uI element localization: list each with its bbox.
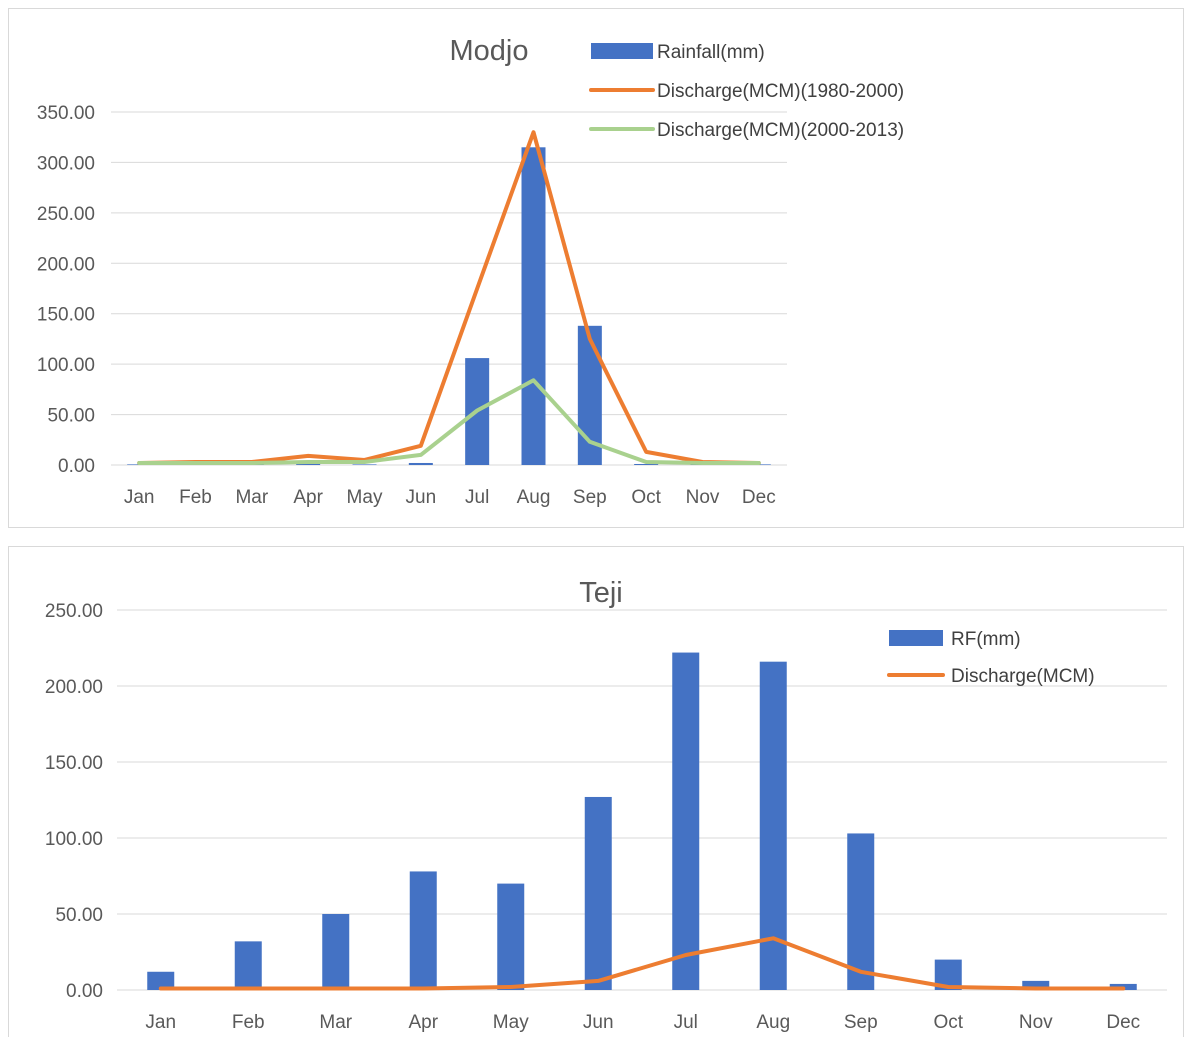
modjo-line-discharge-mcm-1980-2000 (137, 130, 761, 465)
modjo-bar-jun (408, 462, 433, 465)
teji-y-tick-label: 200.00 (45, 677, 103, 698)
teji-x-tick-label-oct: Oct (933, 1012, 963, 1033)
modjo-y-tick-label: 0.00 (58, 456, 95, 477)
teji-x-tick-label-may: May (493, 1012, 529, 1033)
modjo-legend-label-discharge-mcm-1980-2000: Discharge(MCM)(1980-2000) (657, 81, 904, 102)
modjo-x-tick-label-feb: Feb (179, 487, 212, 508)
modjo-bar-oct (634, 463, 659, 465)
teji-bar-nov (1022, 980, 1050, 990)
modjo-x-tick-label-may: May (347, 487, 383, 508)
modjo-x-tick-label-jul: Jul (465, 487, 489, 508)
teji-bar-aug (759, 661, 787, 990)
modjo-y-tick-label: 300.00 (37, 153, 95, 174)
modjo-x-tick-label-sep: Sep (573, 487, 607, 508)
modjo-y-tick-label: 50.00 (47, 406, 95, 427)
teji-x-tick-label-nov: Nov (1019, 1012, 1053, 1033)
modjo-x-tick-label-jan: Jan (124, 487, 155, 508)
teji-line-discharge-mcm (158, 936, 1126, 991)
teji-legend-swatch-rf-mm (889, 630, 943, 646)
teji-x-tick-label-apr: Apr (408, 1012, 438, 1033)
modjo-x-tick-label-mar: Mar (235, 487, 268, 508)
modjo-legend-label-discharge-mcm-2000-2013: Discharge(MCM)(2000-2013) (657, 120, 904, 141)
teji-x-tick-label-feb: Feb (232, 1012, 265, 1033)
modjo-y-tick-label: 150.00 (37, 305, 95, 326)
modjo-legend-swatch-rainfall-mm (591, 43, 653, 59)
teji-legend-label-rf-mm: RF(mm) (951, 629, 1021, 650)
teji-x-tick-label-mar: Mar (319, 1012, 352, 1033)
teji-x-tick-label-sep: Sep (844, 1012, 878, 1033)
teji-bar-jun (584, 796, 612, 990)
teji-chart-title: Teji (579, 577, 623, 609)
modjo-x-tick-label-apr: Apr (293, 487, 323, 508)
teji-bar-apr (409, 871, 437, 990)
teji-chart-panel: 0.00 50.00 100.00 150.00 200.00 250.00 Jan Feb M… (8, 546, 1184, 1037)
modjo-bar-aug (521, 147, 546, 466)
modjo-x-tick-label-dec: Dec (742, 487, 776, 508)
teji-x-tick-label-jul: Jul (674, 1012, 698, 1033)
teji-y-tick-label: 0.00 (66, 981, 103, 1002)
teji-bar-mar (322, 914, 350, 990)
teji-y-tick-label: 50.00 (55, 905, 103, 926)
teji-y-tick-label: 150.00 (45, 753, 103, 774)
teji-bar-jul (672, 652, 700, 990)
modjo-line-discharge-mcm-2000-2013 (137, 378, 761, 465)
teji-y-tick-label: 100.00 (45, 829, 103, 850)
teji-bar-feb (234, 941, 262, 990)
teji-bar-jan (147, 971, 175, 990)
teji-y-tick-label: 250.00 (45, 601, 103, 622)
teji-x-tick-label-jan: Jan (145, 1012, 176, 1033)
teji-bar-sep (847, 833, 875, 990)
modjo-chart: 0.00 50.00 100.00 150.00 200.00 250.00 300.00 3… (37, 35, 904, 508)
modjo-x-tick-label-aug: Aug (517, 487, 551, 508)
teji-x-tick-label-dec: Dec (1106, 1012, 1140, 1033)
teji-x-tick-label-aug: Aug (756, 1012, 790, 1033)
teji-legend-label-discharge-mcm: Discharge(MCM) (951, 666, 1095, 687)
modjo-x-tick-label-oct: Oct (631, 487, 661, 508)
modjo-y-tick-label: 250.00 (37, 204, 95, 225)
modjo-x-tick-label-nov: Nov (686, 487, 720, 508)
modjo-chart-panel: 0.00 50.00 100.00 150.00 200.00 250.00 300.00 3… (8, 8, 1184, 528)
modjo-bar-may (352, 464, 377, 465)
teji-x-tick-label-jun: Jun (583, 1012, 614, 1033)
modjo-legend-label-rainfall-mm: Rainfall(mm) (657, 42, 765, 63)
modjo-bar-apr (296, 463, 321, 465)
modjo-y-tick-label: 100.00 (37, 355, 95, 376)
modjo-chart-title: Modjo (450, 35, 529, 67)
modjo-y-tick-label: 200.00 (37, 254, 95, 275)
modjo-x-tick-label-jun: Jun (406, 487, 437, 508)
modjo-y-tick-label: 350.00 (37, 103, 95, 124)
teji-bar-may (497, 883, 525, 990)
teji-chart: 0.00 50.00 100.00 150.00 200.00 250.00 Jan Feb M… (45, 577, 1167, 1033)
